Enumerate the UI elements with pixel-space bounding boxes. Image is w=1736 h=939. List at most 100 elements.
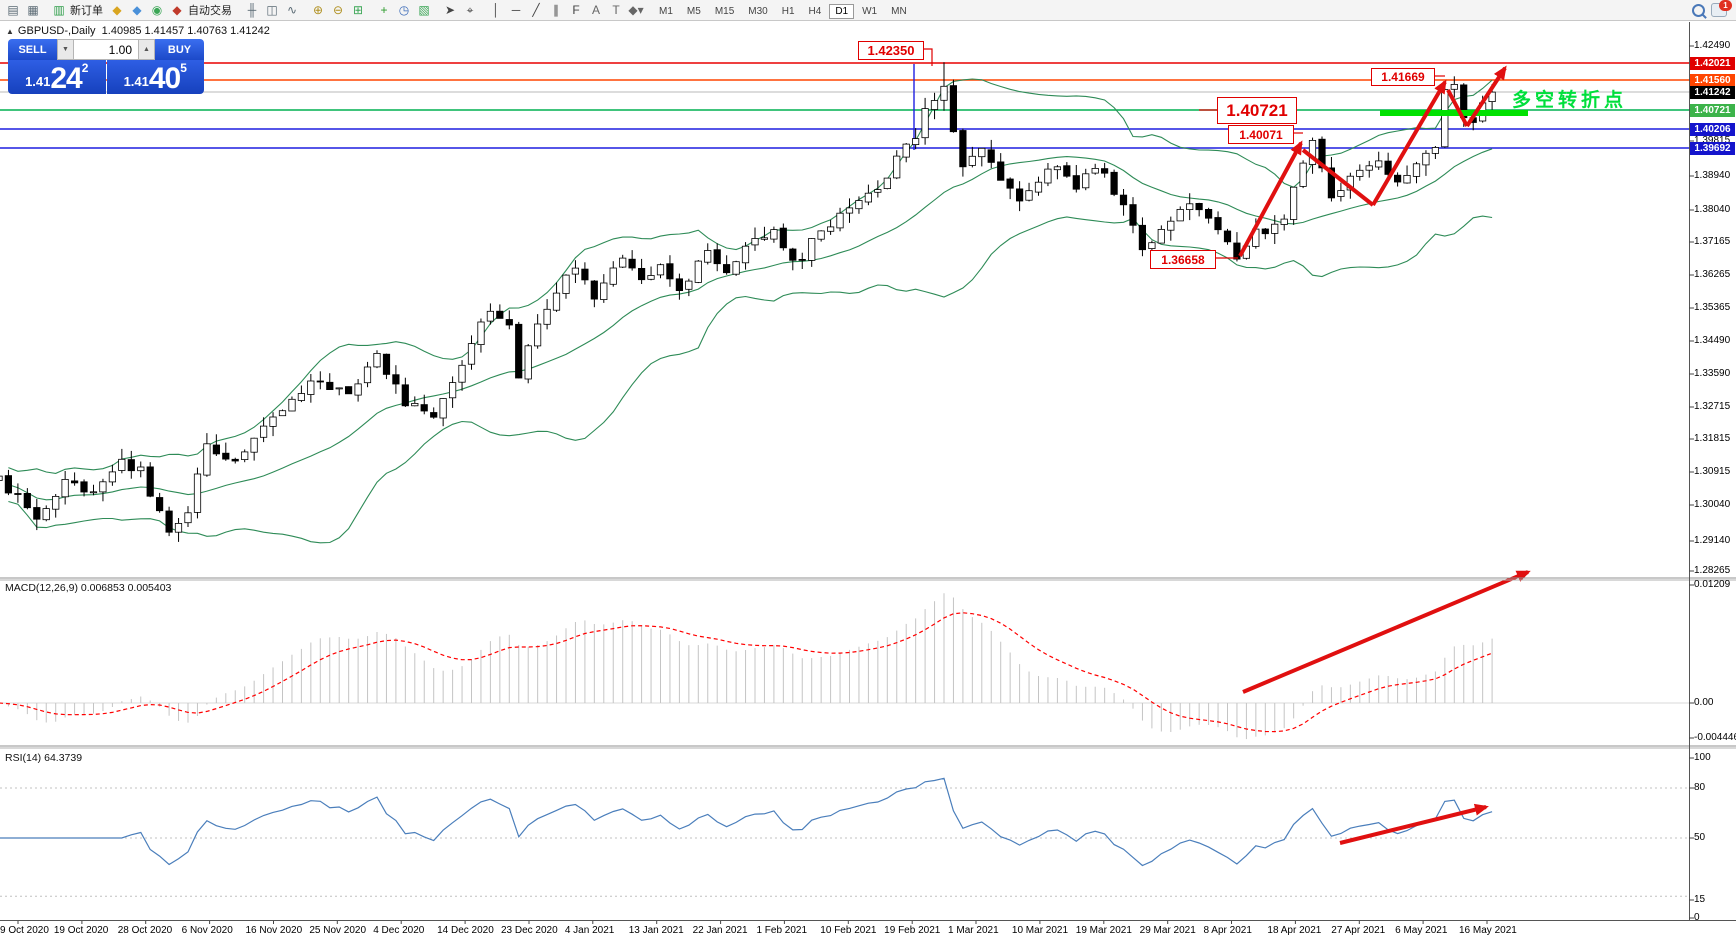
volume-up-button[interactable]: ▲	[138, 39, 155, 60]
bar-chart-icon[interactable]: ╫	[247, 2, 257, 17]
price-badge-1.40721: 1.40721	[1690, 103, 1735, 117]
fibonacci-icon[interactable]: F	[572, 2, 580, 17]
search-icon[interactable]	[1692, 3, 1705, 17]
axis-tick-1.36265: 1.36265	[1694, 269, 1731, 280]
rsi-indicator-label: RSI(14) 64.3739	[5, 752, 83, 764]
axis-tick-1.30915: 1.30915	[1694, 466, 1731, 477]
tile-windows-icon[interactable]: ⊞	[352, 2, 364, 17]
time-label: 6 Nov 2020	[181, 925, 233, 936]
axis-tick--0.004446: -0.004446	[1694, 732, 1736, 743]
axis-tick-50: 50	[1694, 832, 1706, 843]
timeframe-w1[interactable]: W1	[862, 6, 878, 17]
timeframe-m15[interactable]: M15	[714, 6, 735, 17]
sell-button[interactable]: SELL	[8, 39, 57, 60]
timeframe-m1[interactable]: M1	[659, 6, 673, 17]
axis-tick-1.39815: 1.39815	[1694, 135, 1731, 146]
price-label-1.40071[interactable]: 1.40071	[1228, 125, 1294, 144]
zoom-out-icon[interactable]: ⊖	[332, 2, 344, 17]
buy-price-sup: 5	[180, 61, 187, 75]
bull-bear-pivot-note[interactable]: 多空转折点	[1512, 90, 1628, 111]
symbol-period-label: GBPUSD-,Daily	[17, 25, 96, 37]
time-label: 10 Feb 2021	[820, 925, 877, 936]
autotrade-icon[interactable]: ◆	[172, 2, 182, 17]
timeframe-d1[interactable]: D1	[829, 4, 855, 19]
buy-button[interactable]: BUY	[155, 39, 204, 60]
volume-input[interactable]: 1.00	[74, 39, 138, 60]
axis-tick-0.01209: 0.01209	[1694, 579, 1731, 590]
autotrade-label[interactable]: 自动交易	[188, 4, 232, 17]
shapes-icon[interactable]: ◆▾	[628, 2, 644, 17]
timeframe-m5[interactable]: M5	[686, 6, 701, 17]
horizontal-line-icon[interactable]: ─	[511, 2, 521, 17]
price-badge-1.41560: 1.41560	[1690, 73, 1735, 87]
time-label: 19 Feb 2021	[884, 925, 941, 936]
price-badge-1.41242: 1.41242	[1690, 85, 1735, 99]
time-label: 1 Mar 2021	[948, 925, 999, 936]
text-icon[interactable]: A	[591, 2, 600, 17]
trendline-icon[interactable]: ╱	[532, 2, 540, 17]
time-label: 4 Jan 2021	[564, 925, 615, 936]
time-label: 19 Mar 2021	[1075, 925, 1132, 936]
time-label: 18 Apr 2021	[1267, 925, 1322, 936]
axis-tick-1.29140: 1.29140	[1694, 535, 1731, 546]
time-label: 23 Dec 2020	[500, 925, 558, 936]
notifications-icon[interactable]: 1	[1711, 0, 1732, 17]
timeframe-h4[interactable]: H4	[808, 6, 822, 17]
macd-main-value: 0.006853	[80, 582, 125, 594]
sell-price-button[interactable]: 1.41 24 2	[8, 60, 106, 94]
toolbar-right: 1	[1692, 0, 1732, 17]
periods-icon[interactable]: ◷	[398, 2, 410, 17]
crosshair-icon[interactable]: ⌖	[466, 2, 474, 17]
axis-tick-1.31815: 1.31815	[1694, 433, 1731, 444]
time-label: 8 Apr 2021	[1203, 925, 1252, 936]
toolbar-items: ▤ ▦ ▥ 新订单 ◆ ◆ ◉ ◆ 自动交易 ╫ ◫ ∿ ⊕ ⊖ ⊞ + ◷ ▧ ➤ ⌖ │ ─ ╱ ∥ F A T ◆▾	[3, 0, 652, 20]
timeframe-h1[interactable]: H1	[781, 6, 795, 17]
toolbar: ▤ ▦ ▥ 新订单 ◆ ◆ ◉ ◆ 自动交易 ╫ ◫ ∿ ⊕ ⊖ ⊞ + ◷ ▧ ➤ ⌖ │ ─ ╱ ∥ F A T ◆▾ M1 M5 M…	[0, 0, 1736, 21]
price-label-1.40721[interactable]: 1.40721	[1217, 97, 1297, 124]
channel-icon[interactable]: ∥	[553, 2, 559, 17]
buy-price-button[interactable]: 1.41 40 5	[106, 60, 204, 95]
template-icon[interactable]: ▧	[418, 2, 430, 17]
expert-advisor-icon[interactable]: ◆	[132, 2, 142, 17]
line-chart-icon[interactable]: ∿	[286, 2, 298, 17]
vertical-line-icon[interactable]: │	[492, 2, 500, 17]
axis-tick-15: 15	[1694, 894, 1706, 905]
cursor-icon[interactable]: ➤	[444, 2, 456, 17]
price-label-1.42350[interactable]: 1.42350	[858, 41, 924, 60]
text-label-icon[interactable]: T	[612, 2, 620, 17]
rsi-value: 64.3739	[44, 752, 83, 764]
sell-price-base: 1.41	[25, 74, 51, 89]
price-label-1.36658[interactable]: 1.36658	[1150, 250, 1216, 269]
add-indicator-icon[interactable]: +	[380, 2, 388, 17]
buy-price-base: 1.41	[123, 74, 149, 89]
sell-price-big: 24	[50, 62, 82, 95]
time-label: 27 Apr 2021	[1331, 925, 1386, 936]
collapse-icon[interactable]: ▲	[6, 27, 14, 36]
buy-price-big: 40	[148, 62, 181, 95]
axis-tick-0.00: 0.00	[1694, 697, 1714, 708]
notification-badge: 1	[1719, 0, 1732, 11]
new-order-label[interactable]: 新订单	[70, 4, 103, 17]
axis-tick-1.33590: 1.33590	[1694, 368, 1731, 379]
time-label: 9 Oct 2020	[0, 925, 49, 936]
volume-down-button[interactable]: ▼	[57, 39, 74, 60]
eraser-icon[interactable]: ◆	[112, 2, 122, 17]
new-order-icon[interactable]: ▥	[53, 2, 65, 17]
timeframe-m30[interactable]: M30	[748, 6, 768, 17]
chart-list-icon[interactable]: ▤	[7, 2, 19, 17]
axis-tick-1.38940: 1.38940	[1694, 170, 1731, 181]
time-label: 14 Dec 2020	[437, 925, 494, 936]
market-watch-icon[interactable]: ▦	[27, 2, 39, 17]
zoom-in-icon[interactable]: ⊕	[312, 2, 324, 17]
time-label: 19 Oct 2020	[53, 925, 109, 936]
signal-icon[interactable]: ◉	[151, 2, 163, 17]
chart-title: ▲ GBPUSD-,Daily 1.40985 1.41457 1.40763 1…	[6, 25, 270, 37]
price-label-1.41669[interactable]: 1.41669	[1371, 68, 1435, 86]
candlestick-chart-icon[interactable]: ◫	[266, 2, 278, 17]
axis-tick-1.35365: 1.35365	[1694, 302, 1731, 313]
time-label: 16 May 2021	[1459, 925, 1517, 936]
price-badge-1.40206: 1.40206	[1690, 122, 1735, 136]
timeframe-mn[interactable]: MN	[891, 6, 907, 17]
